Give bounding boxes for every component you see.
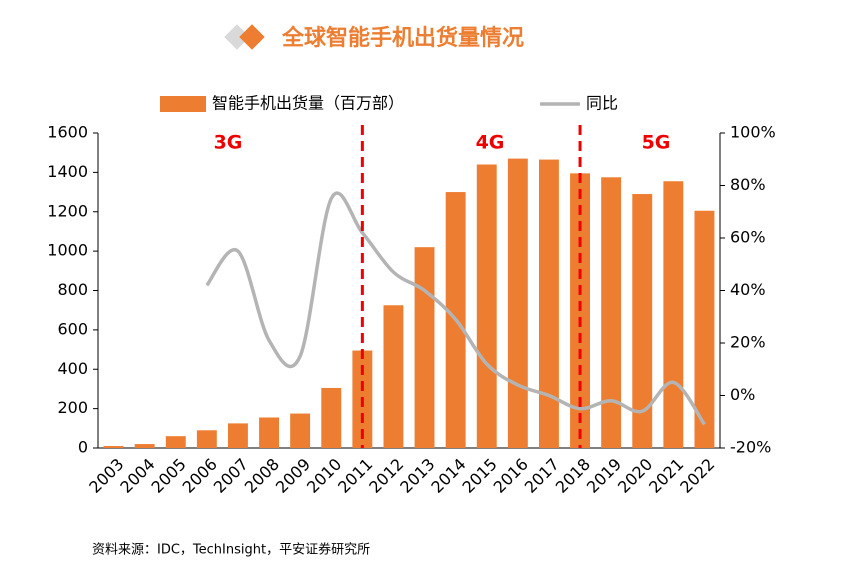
x-tick-label: 2004 (116, 455, 158, 497)
x-tick-label: 2017 (521, 455, 563, 497)
bar (507, 158, 528, 448)
y2-tick-label: 20% (730, 333, 766, 352)
y-tick-label: 400 (57, 359, 88, 378)
x-tick-label: 2016 (490, 455, 532, 497)
y-tick-label: 200 (57, 398, 88, 417)
bar (632, 194, 653, 448)
x-tick-label: 2010 (303, 455, 345, 497)
y2-tick-label: 40% (730, 280, 766, 299)
y2-tick-label: 60% (730, 228, 766, 247)
x-tick-label: 2003 (85, 455, 127, 497)
bar (663, 181, 684, 448)
legend-label: 智能手机出货量（百万部） (212, 94, 404, 113)
chart-title: 全球智能手机出货量情况 (281, 25, 524, 51)
x-tick-label: 2012 (365, 455, 407, 497)
y2-tick-label: 0% (730, 385, 755, 404)
bar (103, 446, 124, 448)
source: 资料来源：IDC，TechInsight，平安证券研究所 (92, 542, 370, 558)
y2-tick-label: 100% (730, 123, 776, 142)
bar (476, 164, 497, 448)
bar (290, 413, 311, 448)
bar (321, 387, 342, 448)
bar (383, 305, 404, 448)
y-tick-label: 1600 (47, 123, 88, 142)
bar (694, 210, 715, 448)
x-tick-label: 2007 (210, 455, 252, 497)
y-tick-label: 1200 (47, 201, 88, 220)
bar (414, 247, 435, 448)
x-tick-label: 2013 (396, 455, 438, 497)
bar (196, 430, 217, 448)
x-tick-label: 2020 (614, 455, 656, 497)
x-tick-label: 2009 (272, 455, 314, 497)
x-tick-label: 2019 (583, 455, 625, 497)
x-tick-label: 2021 (645, 455, 687, 497)
x-tick-label: 2018 (552, 455, 594, 497)
y2-tick-label: -20% (730, 438, 771, 457)
y-tick-label: 1000 (47, 241, 88, 260)
bar (134, 444, 155, 448)
title-icon (239, 24, 265, 50)
bar (259, 417, 280, 448)
annotation: 4G (476, 132, 505, 154)
line (205, 191, 706, 426)
x-tick-label: 2022 (676, 455, 718, 497)
bar (227, 423, 248, 448)
x-tick-label: 2008 (241, 455, 283, 497)
x-tick-label: 2015 (459, 455, 501, 497)
annotation: 3G (214, 132, 243, 154)
bar (165, 436, 186, 448)
y-tick-label: 0 (78, 438, 88, 457)
legend-label: 同比 (586, 94, 618, 113)
bar (538, 159, 559, 448)
y-tick-label: 1400 (47, 162, 88, 181)
annotation: 5G (642, 132, 671, 154)
y-tick-label: 800 (57, 280, 88, 299)
x-tick-label: 2006 (179, 455, 221, 497)
x-tick-label: 2011 (334, 455, 376, 497)
legend-swatch (160, 96, 206, 112)
x-tick-label: 2005 (148, 455, 190, 497)
y-tick-label: 600 (57, 319, 88, 338)
x-tick-label: 2014 (427, 455, 469, 497)
y2-tick-label: 80% (730, 175, 766, 194)
bar (601, 177, 622, 448)
